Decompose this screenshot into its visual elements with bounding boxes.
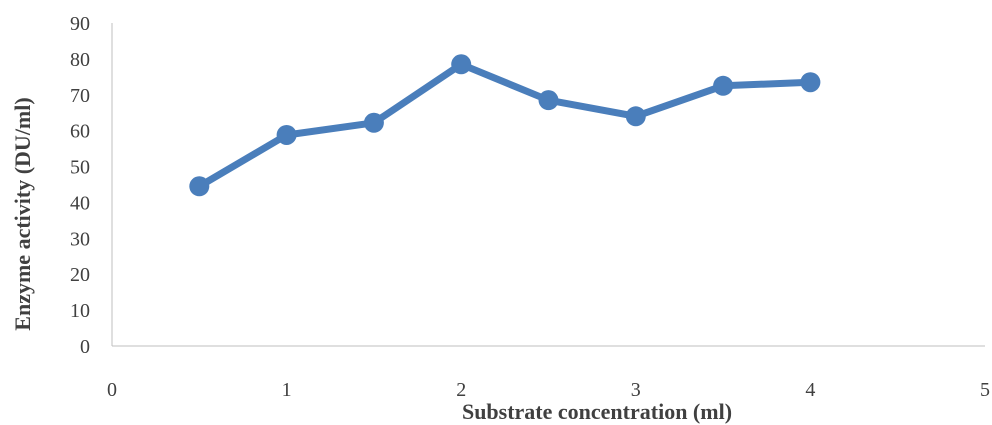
y-tick-label: 70 bbox=[70, 85, 90, 107]
data-point bbox=[189, 176, 210, 197]
y-axis-title: Enzyme activity (DU/ml) bbox=[10, 97, 35, 330]
y-tick-label: 10 bbox=[70, 300, 90, 322]
x-tick-label: 3 bbox=[631, 379, 641, 401]
y-tick-label: 60 bbox=[70, 121, 90, 143]
data-point bbox=[276, 124, 297, 145]
plot-area: 0 10 20 30 40 50 60 70 80 90 0 1 2 3 4 5 bbox=[70, 13, 990, 401]
y-tick-label: 0 bbox=[80, 336, 90, 358]
y-tick-label: 30 bbox=[70, 228, 90, 250]
y-tick-label: 90 bbox=[70, 13, 90, 35]
x-tick-label: 4 bbox=[805, 379, 815, 401]
data-point bbox=[625, 106, 646, 127]
x-tick-label: 5 bbox=[980, 379, 990, 401]
y-tick-label: 20 bbox=[70, 264, 90, 286]
x-tick-label: 0 bbox=[107, 379, 117, 401]
x-tick-label: 1 bbox=[282, 379, 292, 401]
data-point bbox=[713, 75, 734, 96]
x-axis-title: Substrate concentration (ml) bbox=[462, 399, 732, 424]
y-tick-label: 80 bbox=[70, 49, 90, 71]
data-point bbox=[363, 112, 384, 133]
series-line bbox=[195, 60, 814, 190]
data-point bbox=[800, 72, 821, 93]
y-tick-label: 40 bbox=[70, 192, 90, 214]
data-point bbox=[451, 54, 472, 75]
x-tick-label: 2 bbox=[456, 379, 466, 401]
y-tick-label: 50 bbox=[70, 157, 90, 179]
data-point bbox=[538, 90, 559, 111]
